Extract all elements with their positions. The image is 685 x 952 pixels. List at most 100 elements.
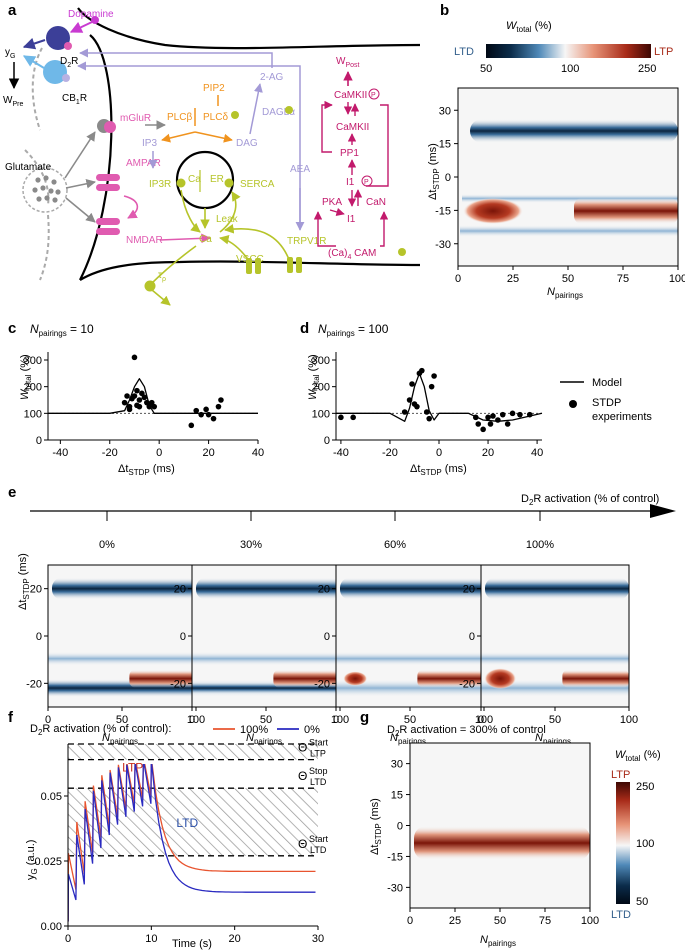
b-ytick-label: 0 [445, 172, 451, 184]
aea-label: AEA [290, 164, 310, 175]
d-plot-data-point [419, 367, 425, 374]
ip3r-channel [176, 178, 186, 188]
f-theta-start-ltd-sup: Start [309, 834, 329, 844]
f-theta-start-ltd-theta: Θ [298, 837, 307, 851]
d-plot-data-point [504, 421, 511, 427]
cb1r-label: CB1R [62, 93, 87, 106]
d-plot-data-point [401, 409, 408, 415]
panel-label-f: f [8, 709, 14, 726]
e-ltd-band-mid [192, 651, 340, 666]
e-xtick-label: 100 [620, 714, 638, 726]
c-plot-data-point [124, 393, 130, 399]
d-plot-data-point [509, 410, 516, 417]
e-ytick-label: 0 [324, 631, 330, 643]
d-plot-data-point [428, 383, 435, 390]
c-plot-data-point [144, 399, 150, 406]
aea-to-cb1r-arrow [77, 61, 301, 225]
b-cbar-ltp-label: LTP [654, 46, 673, 58]
nmdar-label: NMDAR [126, 235, 163, 246]
serca-label: SERCA [240, 179, 275, 190]
dopamine-dot [91, 16, 99, 24]
g-cbar-tick-250: 250 [636, 781, 654, 793]
g-xlabel: Npairings [480, 934, 516, 948]
e-levels: 0% 30% 60% 100% [99, 511, 554, 551]
e-ytick-label: -20 [26, 678, 42, 690]
b-cbar-ltd-label: LTD [454, 46, 474, 58]
panel-c: c Npairings = 10 300 200 100 0 -40 -20 0 20 40 W… [8, 320, 264, 477]
b-ltd-band-mid [462, 194, 678, 203]
e-ltp-band [562, 669, 629, 688]
2ag-label: 2-AG [260, 72, 284, 83]
d-plot-data-point [431, 373, 437, 379]
e-ltp-band [129, 669, 196, 688]
b-xtick-label: 50 [562, 273, 574, 285]
nmdar-to-ca-arrow [159, 233, 211, 244]
pip2-label: PIP2 [203, 83, 225, 94]
g-xtick-label: 0 [407, 915, 413, 927]
mglur-receptor [104, 121, 116, 133]
panel-g: g D2R activation = 300% of control 30 15 0… [360, 709, 661, 948]
c-plot-ytick-label: 0 [36, 435, 42, 447]
e-xtick-label: 0 [478, 714, 484, 726]
d-legend-stdp-label-1: STDP [592, 397, 621, 409]
e-ylabel: ΔtSTDP (ms) [17, 553, 31, 610]
can-label: CaN [366, 197, 386, 208]
d2r-receptor [46, 26, 70, 50]
d-plot-data-point [406, 397, 413, 403]
ca-to-taurho-line [149, 245, 197, 286]
nmdar-channel-top [96, 218, 120, 225]
e-level-label: 100% [526, 539, 554, 551]
c-plot-data-point [203, 406, 209, 413]
g-axes: 30 15 0 -15 -30 0 25 50 75 100 [387, 759, 599, 927]
presynaptic-outline [31, 47, 43, 131]
g-cbar-tick-100: 100 [636, 838, 654, 850]
d-plot-data-point [472, 414, 479, 421]
dagl-ca-dot [285, 106, 293, 114]
er-ca-label: Ca [188, 174, 201, 185]
f-ytick-label: 0.025 [34, 856, 62, 868]
panel-label-g: g [360, 709, 369, 726]
c-plot-data-point [198, 411, 204, 418]
d-plot-data-point [526, 411, 533, 418]
wpost-label: WPost [336, 56, 360, 69]
d-plot-ytick-label: 300 [312, 355, 330, 367]
d-plot-data-point [426, 415, 432, 422]
e-heatmap-3: 20 0 -20 0 50 100 Npairings [459, 564, 638, 746]
c-title: Npairings = 10 [30, 322, 94, 338]
e-ltp-blob [484, 668, 517, 689]
e-ytick-label: 20 [463, 584, 475, 596]
f-xtick-label: 10 [145, 933, 157, 945]
g-cbar-title: Wtotal (%) [615, 749, 661, 763]
panel-e: e D2R activation (% of control) 0% 30% 60%… [8, 484, 676, 746]
er-label: ER [210, 174, 224, 185]
glutamate-molecules [32, 175, 61, 203]
d-plot-ytick-label: 200 [312, 382, 330, 394]
e-ytick-label: 0 [36, 631, 42, 643]
nmdar-channel-bottom [96, 228, 120, 235]
c-plot-data-point [139, 390, 145, 397]
d-plot-data-point [495, 417, 501, 423]
cb1r-ligand-dot [62, 74, 70, 82]
b-cbar-title: Wtotal (%) [506, 20, 552, 34]
f-theta-start-ltp-sup: Start [309, 738, 329, 748]
d-xlabel: ΔtSTDP (ms) [410, 463, 467, 477]
g-title: D2R activation = 300% of control [387, 724, 546, 738]
g-heatmap-background [410, 743, 590, 908]
c-xlabel: ΔtSTDP (ms) [118, 463, 175, 477]
pp1-label: PP1 [340, 148, 359, 159]
e-ytick-label: -20 [314, 678, 330, 690]
ampar-channel-top [96, 174, 120, 181]
cb1r-receptor [43, 60, 67, 84]
g-ytick-label: -30 [387, 882, 403, 894]
d-plot-xtick-label: -20 [382, 447, 398, 459]
b-cbar-tick-50: 50 [480, 63, 492, 75]
g-ytick-label: 15 [391, 790, 403, 802]
d2r-label: D2R [60, 56, 78, 69]
mglur-label: mGluR [120, 113, 151, 124]
post-membrane-left [79, 34, 113, 281]
e-ytick-label: 0 [469, 631, 475, 643]
e-ltd-band-mid [48, 651, 196, 666]
e-xlabel: Npairings [102, 732, 138, 746]
panel-f: f D2R activation (% of control): 100% 0%… [8, 709, 329, 950]
